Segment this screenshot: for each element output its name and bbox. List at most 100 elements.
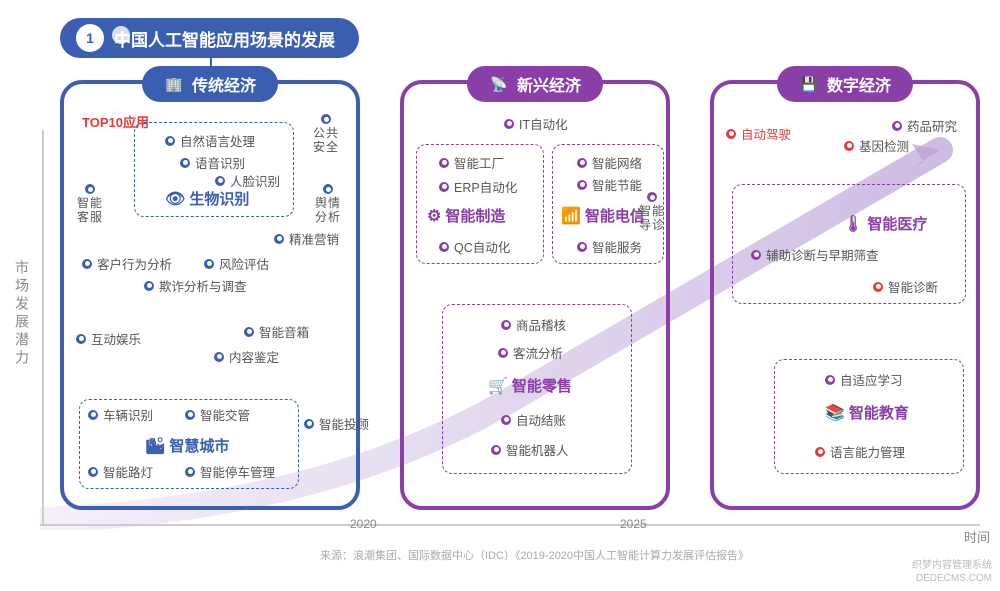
gear-icon	[112, 26, 130, 44]
bullet-dot-icon	[491, 445, 501, 455]
telecom-title-text: 智能电信	[585, 205, 645, 226]
bullet-dot-icon	[825, 375, 835, 385]
subbox-medical: 🌡智能医疗智能诊断辅助诊断与早期筛查	[732, 184, 966, 304]
bullet-item: 自适应学习	[825, 370, 903, 389]
bullet-text: ERP自动化	[454, 177, 517, 196]
bullet-dot-icon	[751, 250, 761, 260]
bullet-text: 智能网络	[592, 153, 642, 172]
education-title-text: 智能教育	[849, 402, 909, 423]
bullet-text: 智能节能	[592, 175, 642, 194]
bullet-item: 语音识别	[180, 153, 245, 172]
medical-icon: 🌡	[843, 214, 863, 234]
bullet-item: 智能服务	[577, 237, 642, 256]
column-traditional: 🏢传统经济TOP10应用👁生物识别自然语言处理语音识别人脸识别🏙智慧城市智能交管…	[60, 80, 360, 510]
watermark-line2: DEDECMS.COM	[912, 572, 992, 585]
bullet-dot-icon	[185, 410, 195, 420]
subbox-manufacturing: ⚙智能制造 智能工厂 ERP自动化 QC自动化	[416, 144, 544, 264]
title-number-badge: 1	[76, 24, 104, 52]
bullet-text: IT自动化	[519, 114, 568, 133]
bullet-dot-icon	[873, 282, 883, 292]
retail-icon: 🛒	[488, 376, 508, 396]
bullet-item: 自动结账	[501, 410, 566, 429]
bullet-dot-icon	[321, 114, 331, 124]
bullet-text: 智能交管	[200, 405, 250, 424]
bullet-item: 智能投顾	[304, 414, 369, 433]
bullet-item: QC自动化	[439, 237, 510, 256]
bullet-item: 智能客服	[76, 184, 104, 225]
bullet-item: 舆情分析	[314, 184, 342, 225]
subbox-education: 📚智能教育语言能力管理自适应学习	[774, 359, 964, 474]
bullet-text: 车辆识别	[103, 405, 153, 424]
retail-title-text: 智能零售	[512, 375, 572, 396]
digital-header-text: 数字经济	[827, 72, 891, 96]
bullet-text: 智能客服	[76, 197, 104, 225]
main-title-text: 中国人工智能应用场景的发展	[114, 26, 335, 51]
bullet-item: 人脸识别	[215, 171, 280, 190]
subbox-title-manufacturing: ⚙智能制造	[427, 205, 505, 226]
bullet-item: 商品稽核	[501, 315, 566, 334]
bullet-item: 智能路灯	[88, 462, 153, 481]
bullet-text: 药品研究	[907, 116, 957, 135]
bullet-dot-icon	[274, 234, 284, 244]
bullet-dot-icon	[144, 281, 154, 291]
column-header-traditional: 🏢 传统经济	[142, 66, 278, 102]
bullet-dot-icon	[304, 419, 314, 429]
bullet-text: 智能停车管理	[200, 462, 275, 481]
bullet-dot-icon	[892, 121, 902, 131]
bullet-dot-icon	[214, 352, 224, 362]
emerging-header-icon: 📡	[489, 74, 509, 94]
bullet-dot-icon	[165, 136, 175, 146]
bullet-dot-icon	[498, 348, 508, 358]
bullet-item: 自动驾驶	[726, 124, 791, 143]
biometric-title-text: 生物识别	[189, 188, 249, 209]
bullet-item: 自然语言处理	[165, 131, 255, 150]
watermark-line1: 织梦内容管理系统	[912, 559, 992, 572]
bullet-dot-icon	[215, 176, 225, 186]
bullet-dot-icon	[204, 259, 214, 269]
bullet-item: 智能工厂	[439, 153, 504, 172]
education-icon: 📚	[825, 403, 845, 423]
bullet-dot-icon	[180, 158, 190, 168]
bullet-dot-icon	[244, 327, 254, 337]
bullet-text: 智能投顾	[319, 414, 369, 433]
smartcity-icon: 🏙	[145, 436, 165, 456]
subbox-biometric: 👁生物识别 自然语言处理语音识别人脸识别	[134, 122, 294, 217]
tick-2020: 2020	[350, 517, 377, 531]
column-header-emerging: 📡 新兴经济	[467, 66, 603, 102]
subbox-title-retail: 🛒智能零售	[488, 375, 572, 396]
bullet-dot-icon	[76, 334, 86, 344]
bullet-text: 语音识别	[195, 153, 245, 172]
telecom-icon: 📶	[561, 206, 581, 226]
manufacturing-title-text: 智能制造	[445, 205, 505, 226]
bullet-item: 车辆识别	[88, 405, 153, 424]
bullet-item: 公共安全	[312, 114, 340, 155]
bullet-text: 客流分析	[513, 343, 563, 362]
traditional-header-text: 传统经济	[192, 72, 256, 96]
bullet-dot-icon	[815, 447, 825, 457]
bullet-dot-icon	[577, 180, 587, 190]
bullet-text: 自动驾驶	[741, 124, 791, 143]
bullet-text: 商品稽核	[516, 315, 566, 334]
subbox-retail: 🛒智能零售 客流分析智能机器人 商品稽核自动结账	[442, 304, 632, 474]
bullet-dot-icon	[726, 129, 736, 139]
bullet-item: 辅助诊断与早期筛查	[751, 245, 879, 264]
tick-2025: 2025	[620, 517, 647, 531]
traditional-header-icon: 🏢	[164, 74, 184, 94]
bullet-item: 互动娱乐	[76, 329, 141, 348]
bullet-text: 自适应学习	[840, 370, 903, 389]
emerging-header-text: 新兴经济	[517, 72, 581, 96]
bullet-item: 智能网络	[577, 153, 642, 172]
x-axis-label: 时间	[964, 527, 990, 546]
bullet-dot-icon	[323, 184, 333, 194]
bullet-text: 智能工厂	[454, 153, 504, 172]
column-emerging: 📡新兴经济⚙智能制造智能工厂ERP自动化QC自动化📶智能电信智能网络智能节能智能…	[400, 80, 670, 510]
bullet-dot-icon	[85, 184, 95, 194]
bullet-text: 智能机器人	[506, 440, 569, 459]
biometric-icon: 👁	[165, 189, 185, 209]
smartcity-title-text: 智慧城市	[169, 435, 229, 456]
bullet-dot-icon	[88, 467, 98, 477]
bullet-item: IT自动化	[504, 114, 568, 133]
y-axis-label: 市场发展潜力	[12, 260, 32, 368]
bullet-item: 客流分析	[498, 343, 563, 362]
bullet-text: 人脸识别	[230, 171, 280, 190]
